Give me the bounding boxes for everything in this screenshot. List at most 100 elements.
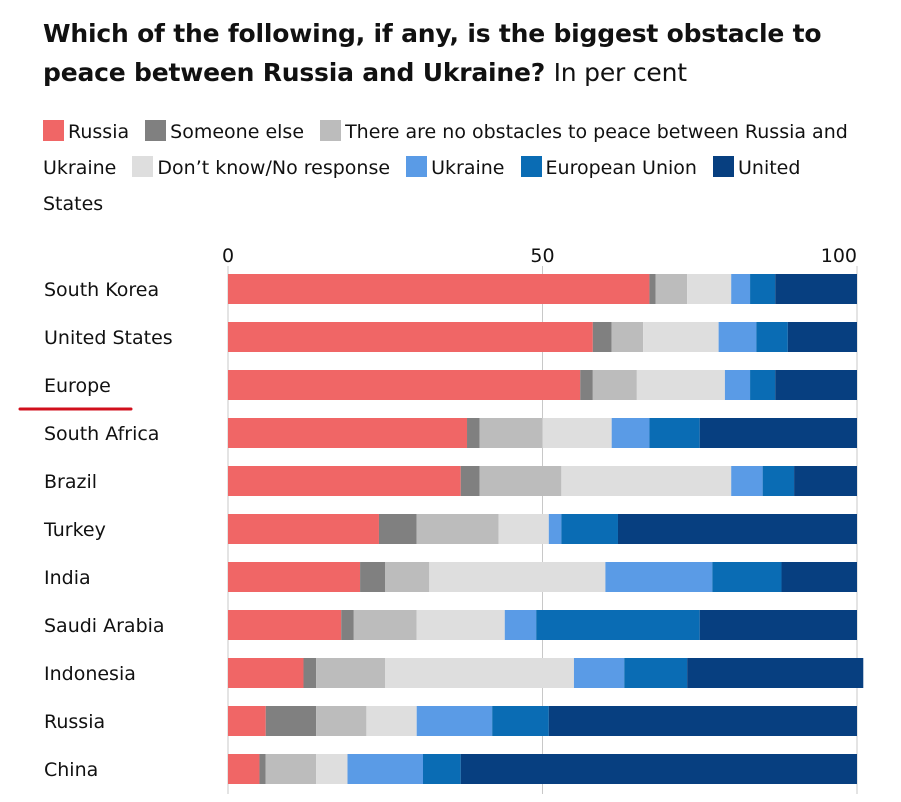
legend-label: Don’t know/No response	[157, 157, 391, 179]
bar-segment	[303, 658, 317, 688]
bar-segment	[228, 562, 361, 592]
category-label: Turkey	[43, 519, 106, 541]
bar-segment	[228, 658, 304, 688]
legend-item: Someone else	[145, 120, 305, 143]
legend-item: Don’t know/No response	[132, 156, 391, 179]
bar-segment	[228, 418, 468, 448]
bar-segment	[467, 418, 480, 448]
bar-segment	[762, 466, 795, 496]
legend-item: Ukraine	[406, 156, 505, 179]
chart-title: Which of the following, if any, is the b…	[43, 14, 883, 92]
bar-segment	[228, 514, 379, 544]
bar-segment	[605, 562, 713, 592]
bar-segment	[265, 754, 317, 784]
bar-segment	[775, 370, 857, 400]
bar-segment	[492, 706, 549, 736]
bar-segment	[592, 370, 637, 400]
category-label: Saudi Arabia	[44, 615, 165, 637]
x-tick-label: 100	[821, 245, 857, 267]
bar-segment	[617, 514, 857, 544]
bar-segment	[259, 754, 266, 784]
category-label: Europe	[44, 375, 111, 397]
bar-segment	[611, 322, 644, 352]
legend-swatch	[713, 156, 734, 177]
bar-segment	[699, 418, 857, 448]
bar-segment	[416, 514, 499, 544]
bar-segment	[643, 322, 719, 352]
category-label: Brazil	[44, 471, 97, 493]
chart-subtitle: In per cent	[553, 58, 687, 87]
bar-segment	[479, 418, 543, 448]
bar-segment	[228, 754, 260, 784]
bar-segment	[385, 562, 430, 592]
bar-segment	[775, 274, 857, 304]
legend-swatch	[406, 156, 428, 177]
x-tick-label: 0	[222, 245, 234, 267]
bar-segment	[542, 418, 612, 448]
bar-segment	[536, 610, 700, 640]
bar-segment	[649, 418, 700, 448]
x-tick-label: 50	[530, 245, 554, 267]
bar-segment	[592, 322, 612, 352]
bar-segment	[366, 706, 417, 736]
legend-label: European Union	[545, 157, 697, 179]
legend-swatch	[320, 120, 342, 141]
legend-label: United States	[43, 157, 801, 215]
category-label: Indonesia	[44, 663, 136, 685]
bar-segment	[756, 322, 788, 352]
bar-segment	[504, 610, 537, 640]
bar-segment	[624, 658, 688, 688]
legend-swatch	[520, 156, 542, 177]
bar-segment	[781, 562, 857, 592]
bar-segment	[479, 466, 562, 496]
bar-segment	[649, 274, 656, 304]
legend: Russia Someone else There are no obstacl…	[43, 114, 873, 222]
bar-segment	[655, 274, 688, 304]
bar-segment	[731, 274, 751, 304]
legend-swatch	[145, 120, 167, 141]
bar-segment	[699, 610, 857, 640]
bar-segment	[353, 610, 417, 640]
bar-segment	[718, 322, 757, 352]
bar-segment	[548, 706, 857, 736]
legend-label: There are no obstacles to peace between …	[43, 121, 848, 179]
bar-segment	[228, 370, 581, 400]
bar-segment	[687, 274, 732, 304]
bar-segment	[265, 706, 317, 736]
bar-segment	[228, 274, 650, 304]
bar-segment	[580, 370, 593, 400]
bar-segment	[378, 514, 417, 544]
bar-segment	[228, 610, 342, 640]
bar-segment	[712, 562, 782, 592]
bar-segment	[316, 706, 367, 736]
bar-segment	[316, 658, 386, 688]
legend-label: Ukraine	[431, 157, 505, 179]
bar-segment	[228, 466, 461, 496]
bar-segment	[385, 658, 574, 688]
legend-item: United States	[43, 156, 801, 215]
legend-label: Someone else	[170, 121, 305, 143]
bar-segment	[416, 706, 493, 736]
bar-segment	[548, 514, 562, 544]
bar-segment	[794, 466, 857, 496]
bar-segment	[787, 322, 857, 352]
category-label: China	[44, 759, 98, 781]
chart-title-text: Which of the following, if any, is the b…	[43, 19, 822, 87]
bar-segment	[724, 370, 751, 400]
bar-segment	[341, 610, 354, 640]
bar-segment	[750, 370, 776, 400]
category-label: Russia	[44, 711, 105, 733]
bar-segment	[347, 754, 423, 784]
bar-segment	[422, 754, 461, 784]
bar-segment	[429, 562, 606, 592]
bar-segment	[561, 466, 732, 496]
bar-segment	[460, 466, 480, 496]
legend-item: Russia	[43, 120, 129, 143]
bar-segment	[687, 658, 864, 688]
bar-segment	[731, 466, 763, 496]
legend-swatch	[132, 156, 154, 177]
bar-segment	[228, 322, 593, 352]
legend-swatch	[43, 120, 64, 141]
bar-segment	[611, 418, 650, 448]
